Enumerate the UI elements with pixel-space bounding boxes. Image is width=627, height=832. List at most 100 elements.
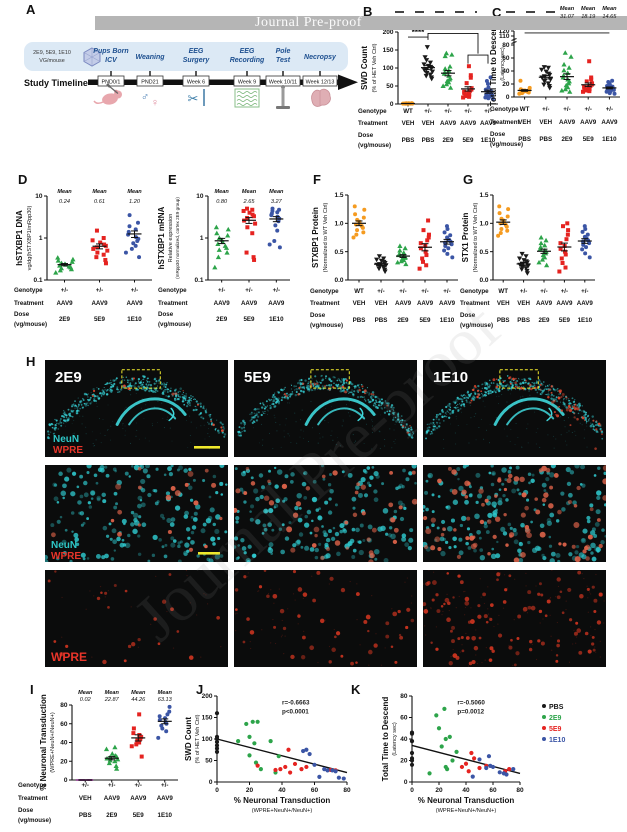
row-label-treatment: Treatment	[460, 300, 490, 307]
data-point	[250, 719, 255, 724]
axis-break-icon	[511, 38, 517, 41]
legend-marker	[542, 704, 546, 708]
y-tick-label: 0.1	[33, 277, 42, 284]
data-point	[499, 227, 504, 231]
dose-value: PBS	[375, 317, 388, 324]
data-point	[312, 762, 317, 767]
row-label-treatment: Treatment	[18, 795, 48, 802]
regression-line	[411, 744, 521, 775]
data-point	[447, 734, 452, 739]
data-point	[440, 83, 446, 88]
data-point	[94, 255, 99, 260]
data-point	[562, 249, 567, 254]
data-point	[299, 767, 304, 772]
y-tick-label: 80	[502, 42, 510, 49]
data-point	[133, 243, 138, 248]
genotype-value: +/-	[273, 287, 280, 294]
y-tick-label: 0	[390, 101, 394, 108]
data-point	[454, 749, 459, 754]
row-label-genotype: Genotype	[310, 288, 339, 295]
event-title: EEG	[189, 48, 204, 55]
data-point	[442, 230, 447, 235]
data-point	[241, 208, 246, 213]
y-tick-label: 20	[502, 81, 510, 88]
data-point	[268, 739, 273, 744]
y-tick-label: 150	[383, 47, 394, 54]
data-point	[477, 757, 482, 762]
data-point	[558, 246, 563, 251]
mean-sem-bar	[537, 248, 551, 254]
y-tick-label: 80	[60, 702, 68, 709]
dose-value: 1E10	[269, 316, 284, 323]
group-2E9-points	[536, 234, 550, 268]
treatment-value: VEH	[539, 119, 552, 126]
genotype-value: +/-	[161, 782, 168, 789]
dose-value: PBS	[518, 136, 531, 143]
group-5E9-points	[461, 64, 474, 100]
data-point	[245, 206, 250, 211]
data-point	[445, 235, 450, 240]
y-tick-label: 10	[196, 193, 204, 200]
y-tick-label: 0	[209, 779, 213, 786]
dose-value: 5E9	[133, 812, 145, 819]
row-label-genotype: Genotype	[18, 782, 47, 789]
data-point	[466, 769, 471, 774]
y-tick-label: 1	[39, 235, 43, 242]
y-tick-label: 0	[64, 777, 68, 784]
mean-header: Mean	[560, 6, 575, 12]
mean-value: 31.07	[560, 14, 575, 20]
mean-value: 2.65	[243, 199, 256, 205]
dose-note: 2E9, 5E9, 1E10	[33, 50, 71, 56]
mean-header: Mean	[158, 690, 173, 696]
x-tick-label: 40	[462, 787, 470, 794]
data-point	[469, 86, 474, 91]
mean-value: 14.65	[602, 14, 617, 20]
data-point	[112, 758, 118, 764]
group-PBS-points	[517, 78, 532, 96]
legend-marker	[542, 726, 546, 730]
chart-F: F STXBP1 Protein (Normalized to WT Veh Ctr…	[310, 172, 458, 329]
data-point	[424, 71, 430, 76]
data-point	[423, 249, 428, 254]
y-tick-label: 200	[383, 29, 394, 36]
group-PBS-points	[421, 45, 436, 82]
male-female-icon: ♂ ♀	[141, 91, 159, 109]
group-2E9-points	[103, 744, 121, 771]
panel-label-E: E	[168, 172, 177, 187]
data-point	[568, 54, 574, 59]
chart-K: K Total Time to Descend (Latency sec) 0 20 40…	[351, 684, 565, 814]
roi-box-icon	[310, 369, 350, 389]
data-point	[378, 258, 385, 264]
timepoint-label: PND21	[141, 80, 158, 86]
data-point	[583, 251, 588, 256]
data-point	[98, 240, 103, 245]
mean-value: 0.61	[94, 199, 105, 205]
data-point	[102, 242, 107, 247]
data-point	[247, 210, 252, 215]
y-tick-label: 100	[202, 736, 213, 743]
data-point	[214, 749, 220, 754]
row-label-dose: Dose	[358, 132, 374, 139]
row-label-dose-unit: (vg/mouse)	[14, 321, 47, 328]
data-point	[247, 753, 252, 758]
treatment-value: AAV9	[104, 795, 121, 802]
mean-header: Mean	[242, 189, 257, 195]
data-point	[137, 255, 142, 260]
genotype-value: +/-	[131, 287, 138, 294]
data-point	[436, 726, 442, 731]
data-point	[486, 85, 491, 90]
data-point	[585, 232, 590, 237]
data-point	[57, 263, 63, 268]
data-point	[505, 214, 510, 219]
genotype-value: +/-	[421, 288, 428, 295]
data-point	[276, 754, 281, 759]
panel-i-neuronal-transduction: I % Neuronal Transduction (WPRE+NeuN+/NeuN…	[18, 684, 190, 832]
panel-label-G: G	[463, 172, 473, 187]
y-tick-label: 0.0	[479, 277, 488, 284]
mean-sem-bar	[461, 86, 475, 92]
data-point	[523, 266, 529, 271]
data-point	[424, 253, 429, 258]
legend-marker	[542, 737, 546, 741]
data-point	[286, 747, 291, 752]
group-1E10-points	[123, 213, 142, 260]
